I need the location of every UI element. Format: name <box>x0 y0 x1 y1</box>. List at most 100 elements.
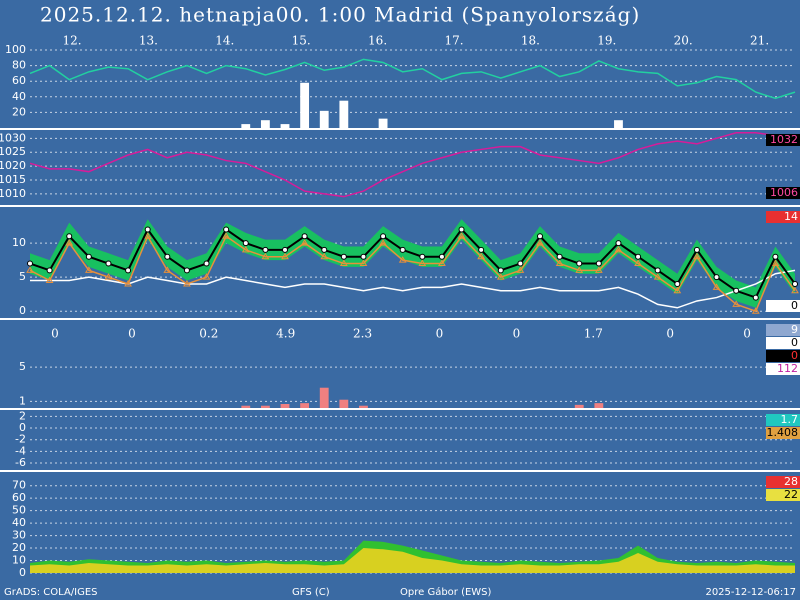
side-label: 1006 <box>770 186 798 199</box>
point <box>615 240 622 247</box>
line <box>29 58 796 100</box>
point <box>164 253 171 260</box>
point <box>46 267 53 274</box>
point <box>282 246 288 253</box>
point <box>340 253 347 260</box>
day-total: 0 <box>513 327 521 341</box>
point <box>320 252 329 260</box>
point <box>634 259 642 267</box>
day-total: 0 <box>51 327 59 341</box>
point <box>674 280 681 287</box>
day-label: 19. <box>597 34 616 48</box>
y-tick-label: 20 <box>12 105 26 118</box>
side-label-box <box>766 489 800 501</box>
bar <box>260 405 270 410</box>
day-total: 0 <box>743 327 751 341</box>
bar <box>260 120 270 128</box>
point <box>614 245 623 253</box>
bar <box>300 403 310 410</box>
y-tick-label: 0 <box>19 304 26 317</box>
footer-author: Opre Gábor (EWS) <box>400 586 492 598</box>
point <box>458 226 465 233</box>
y-tick-label: 10 <box>12 554 26 567</box>
point <box>223 226 230 233</box>
y-tick-label: 40 <box>12 516 26 529</box>
y-tick-label: 5 <box>19 270 26 283</box>
point <box>360 253 367 260</box>
bar <box>359 405 368 410</box>
point <box>321 246 328 253</box>
day-total: 0.2 <box>199 327 218 341</box>
point <box>478 246 485 253</box>
bar <box>574 404 584 410</box>
point <box>45 276 54 284</box>
side-label: 1.408 <box>767 426 799 439</box>
side-label-box <box>766 427 800 439</box>
bar <box>241 405 251 410</box>
y-tick-label: -2 <box>15 433 26 446</box>
point <box>65 239 74 246</box>
y-tick-label: 1015 <box>0 173 26 186</box>
point <box>105 260 112 267</box>
side-label-box <box>766 350 800 362</box>
point <box>241 245 250 253</box>
point <box>654 267 661 274</box>
side-label: 112 <box>777 362 798 375</box>
point <box>772 253 779 260</box>
y-tick-label: 60 <box>12 74 26 87</box>
y-tick-label: 0 <box>19 421 26 434</box>
point <box>124 279 132 287</box>
footer-left: GrADS: COLA/IGES <box>4 587 98 598</box>
day-label: 17. <box>444 34 463 48</box>
point <box>752 294 759 301</box>
side-label-box <box>766 414 800 426</box>
point <box>438 259 446 267</box>
y-tick-label: 10 <box>12 236 26 249</box>
point <box>183 267 190 274</box>
side-label: 9 <box>791 323 798 336</box>
point <box>576 260 583 267</box>
point <box>84 266 93 273</box>
side-label-box <box>766 211 800 223</box>
point <box>300 239 309 246</box>
area <box>30 548 795 573</box>
side-label: 0 <box>791 336 798 349</box>
footer-date: 2025-12-12-06:17 <box>705 587 796 598</box>
point <box>399 246 406 253</box>
bar <box>280 404 290 410</box>
y-tick-label: -6 <box>15 456 26 469</box>
day-label: 13. <box>139 34 158 48</box>
point <box>713 274 720 281</box>
y-tick-label: 1010 <box>0 187 26 200</box>
bar <box>594 403 604 410</box>
point <box>104 273 113 280</box>
y-tick-label: 50 <box>12 504 26 517</box>
point <box>418 259 427 267</box>
point <box>732 300 741 307</box>
point <box>771 259 780 267</box>
point <box>27 260 33 267</box>
line <box>29 227 796 299</box>
day-total: 2.3 <box>353 327 372 341</box>
point <box>183 279 191 287</box>
point <box>203 260 210 267</box>
day-label: 20. <box>674 34 693 48</box>
point <box>143 232 152 239</box>
point <box>262 246 269 253</box>
day-label: 15. <box>292 34 311 48</box>
point <box>419 253 426 260</box>
side-label-box <box>766 300 800 312</box>
y-tick-label: -4 <box>15 444 26 457</box>
side-label: 0 <box>791 299 798 312</box>
y-tick-label: 30 <box>12 529 26 542</box>
range-band <box>30 219 795 308</box>
bar <box>241 124 251 128</box>
point <box>301 233 308 240</box>
point <box>693 252 701 260</box>
point <box>575 266 584 273</box>
side-label-box <box>766 187 800 199</box>
point <box>712 283 721 290</box>
side-label-box <box>766 324 800 336</box>
title: 2025.12.12. hetnapja00. 1:00 Madrid (Spa… <box>40 3 640 27</box>
